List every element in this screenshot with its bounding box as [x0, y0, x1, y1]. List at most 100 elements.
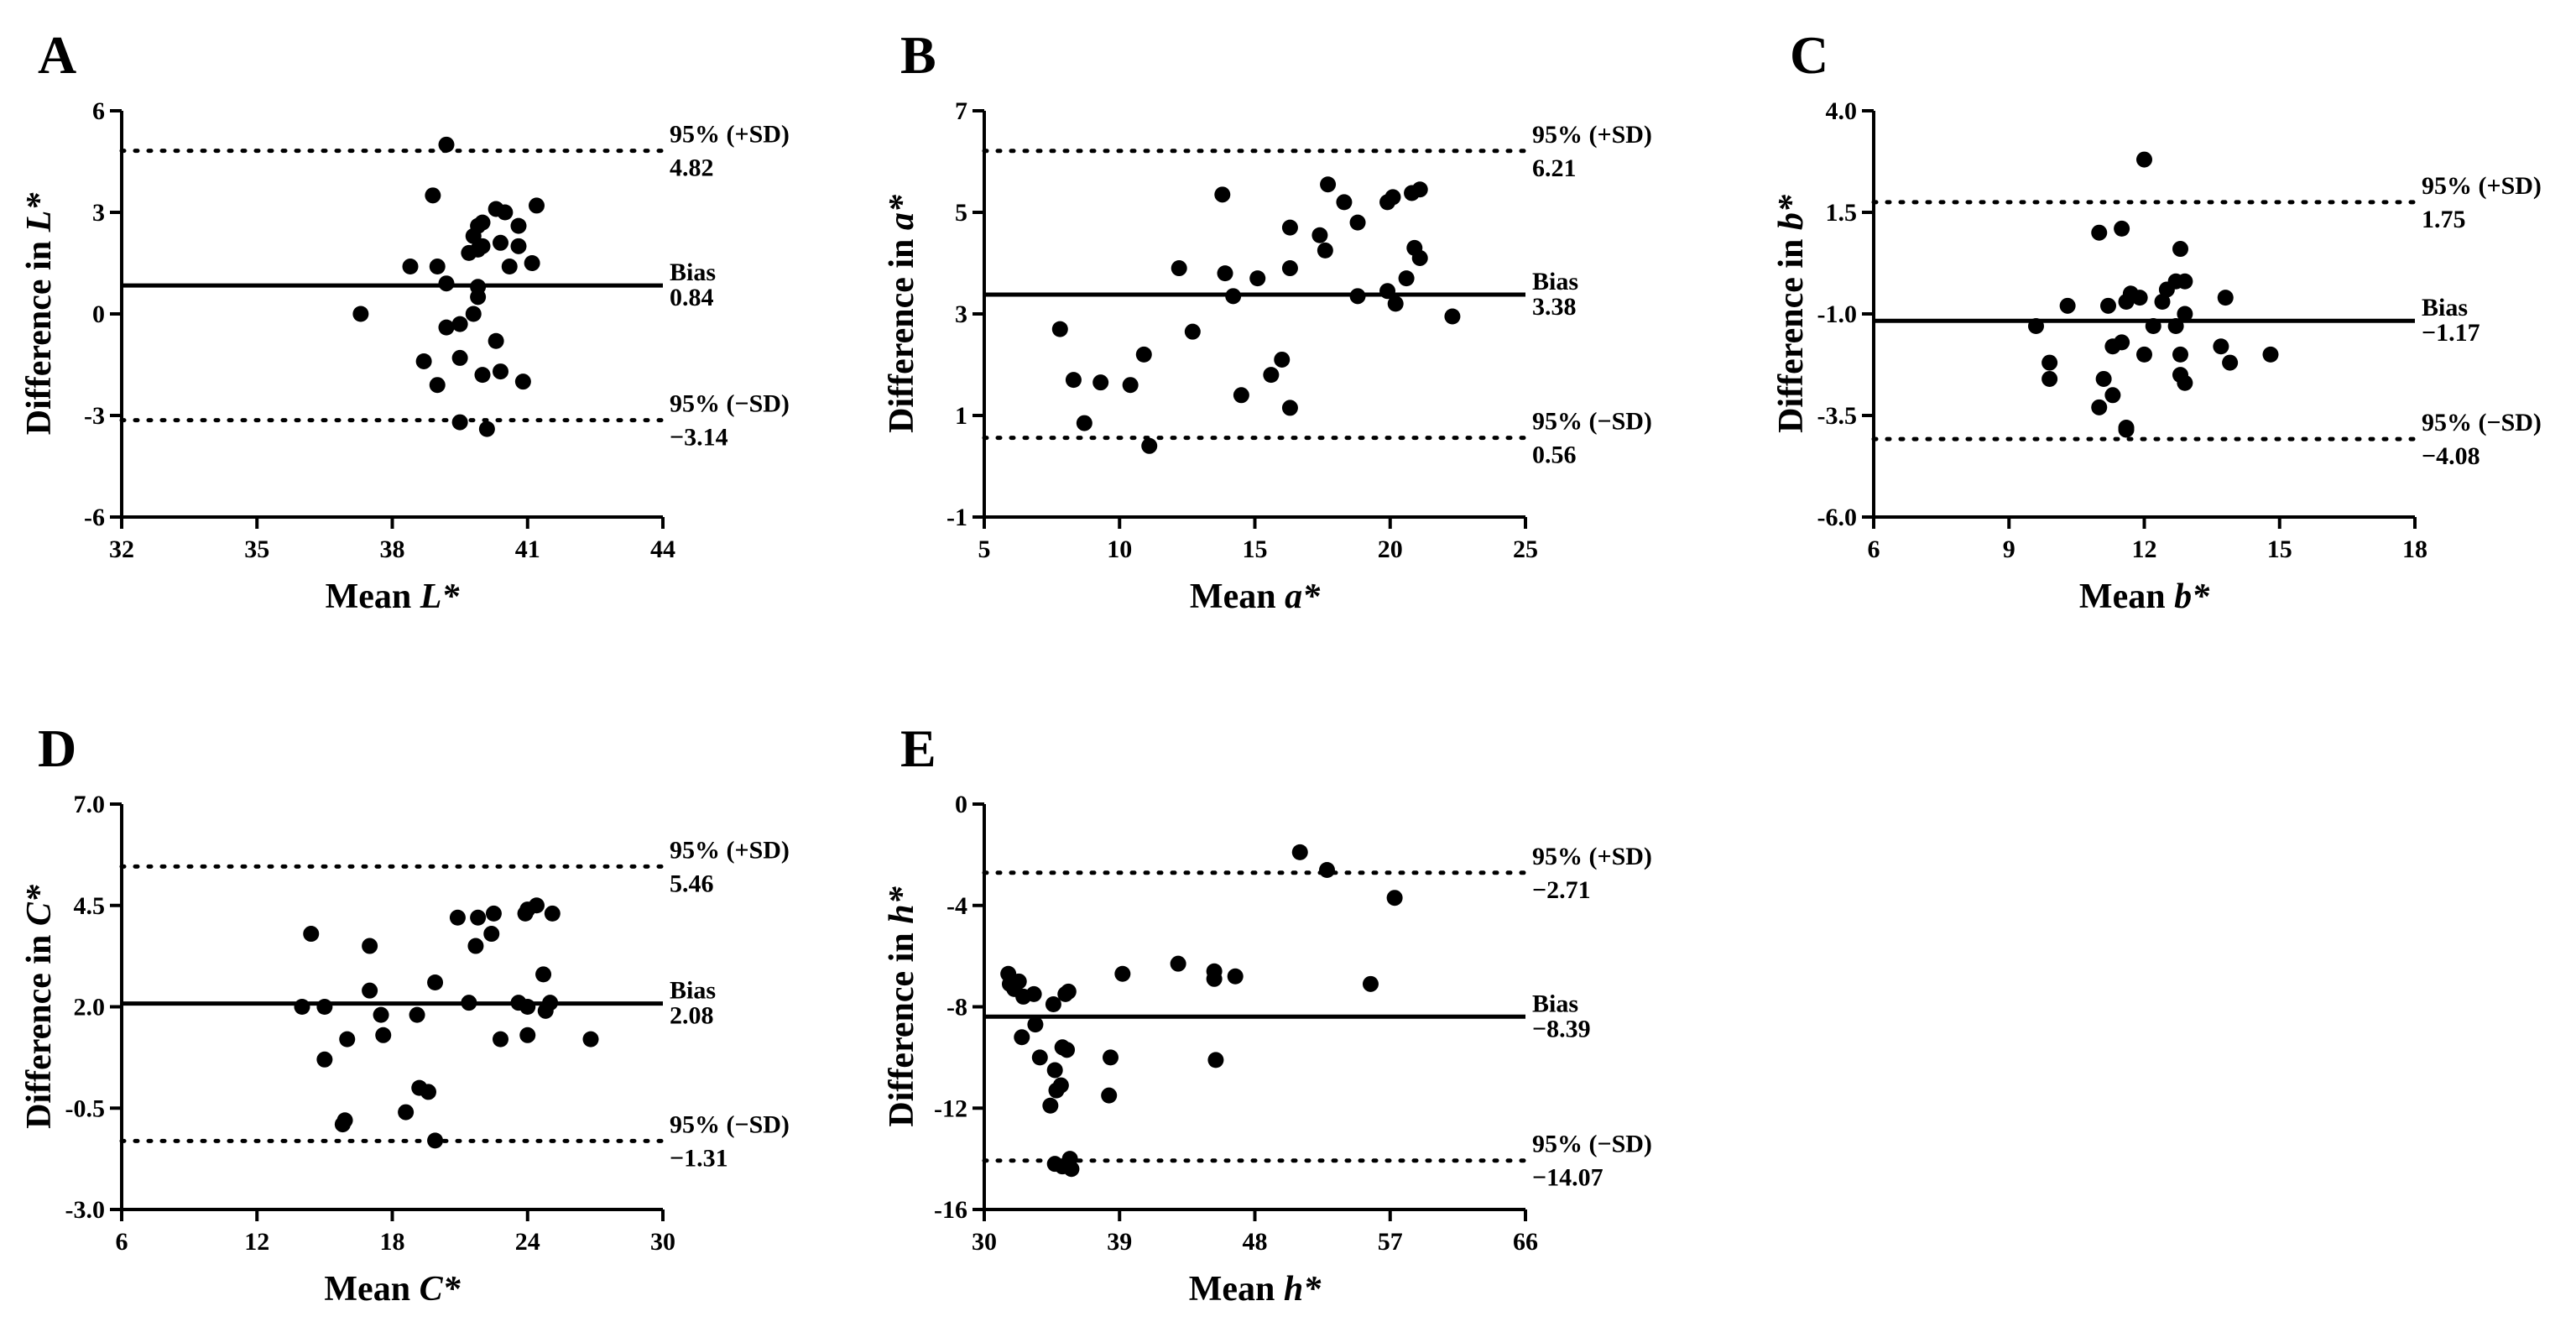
data-point: [409, 1006, 425, 1023]
x-axis-label: Mean b*: [2079, 577, 2210, 616]
x-tick-label: 35: [244, 536, 269, 563]
data-point: [1065, 372, 1082, 389]
data-point: [470, 289, 487, 306]
y-axis-label-variable: L*: [20, 192, 59, 233]
data-point: [529, 197, 545, 214]
x-tick-label: 48: [1243, 1228, 1268, 1256]
data-point: [438, 319, 455, 336]
bias-label: Bias: [1532, 990, 1578, 1017]
x-axis-label-prefix: Mean: [1189, 1270, 1284, 1309]
x-axis-label-variable: h*: [1284, 1270, 1322, 1309]
data-point: [2136, 151, 2152, 168]
y-axis-label-variable: h*: [883, 886, 921, 923]
data-point: [467, 938, 484, 954]
data-point: [483, 926, 500, 943]
data-point: [1336, 194, 1353, 211]
data-point: [2213, 338, 2229, 355]
data-point: [519, 901, 536, 918]
y-axis-label: Difference in C*: [20, 884, 59, 1129]
data-point: [1046, 1062, 1063, 1079]
data-point: [420, 1084, 436, 1100]
bias-label: Bias: [670, 977, 716, 1005]
data-point: [478, 421, 495, 437]
lower-limit-value: −4.08: [2422, 442, 2480, 470]
y-tick-label: 2.0: [74, 994, 106, 1021]
data-point: [2222, 354, 2239, 371]
data-point: [2042, 370, 2058, 387]
data-point: [1207, 1052, 1224, 1068]
y-tick-label: 1.5: [1826, 199, 1858, 227]
data-point: [1319, 861, 1335, 878]
upper-limit-label: 95% (+SD): [1532, 121, 1652, 149]
x-tick-label: 6: [116, 1228, 128, 1256]
y-tick-label: -3.5: [1817, 402, 1858, 430]
x-tick-label: 66: [1513, 1228, 1538, 1256]
data-point: [1025, 985, 1042, 1002]
data-point: [427, 974, 444, 991]
x-tick-label: 44: [650, 536, 675, 563]
data-point: [1051, 321, 1068, 337]
data-point: [438, 136, 455, 153]
data-point: [1233, 387, 1249, 404]
x-tick-label: 12: [244, 1228, 269, 1256]
data-point: [1281, 400, 1298, 416]
data-point: [2177, 306, 2193, 322]
data-point: [544, 905, 561, 922]
lower-limit-value: 0.56: [1532, 441, 1577, 469]
data-point: [1386, 890, 1403, 906]
data-point: [474, 367, 491, 384]
x-axis-label-prefix: Mean: [2079, 577, 2174, 616]
data-point: [1057, 985, 1074, 1002]
data-point: [1249, 270, 1266, 287]
x-axis-label-prefix: Mean: [1190, 577, 1285, 616]
upper-limit-label: 95% (+SD): [1532, 843, 1652, 870]
data-point: [493, 1031, 508, 1047]
panel-label: E: [900, 718, 936, 778]
data-point: [362, 982, 378, 999]
y-tick-label: 6: [92, 97, 105, 125]
data-point: [1206, 970, 1223, 987]
y-axis-label-variable: b*: [1772, 194, 1811, 230]
data-point: [582, 1031, 599, 1047]
data-point: [2042, 354, 2058, 371]
data-point: [1263, 367, 1280, 384]
data-point: [373, 1006, 389, 1023]
data-point: [2172, 346, 2188, 363]
y-tick-label: 4.0: [1826, 97, 1858, 125]
y-axis-label-variable: C*: [20, 884, 59, 926]
data-point: [402, 259, 419, 275]
x-axis-label-prefix: Mean: [326, 577, 420, 616]
data-point: [1170, 955, 1186, 972]
y-tick-label: 0: [92, 300, 105, 328]
x-axis-label: Mean C*: [324, 1270, 461, 1309]
data-point: [465, 306, 482, 322]
y-tick-label: -1.0: [1817, 300, 1858, 328]
data-point: [1411, 249, 1428, 266]
data-point: [2118, 293, 2135, 310]
bias-value: −8.39: [1532, 1015, 1591, 1042]
data-point: [451, 414, 468, 431]
x-tick-label: 12: [2132, 536, 2157, 563]
data-point: [1171, 260, 1187, 277]
x-tick-label: 38: [380, 536, 405, 563]
data-point: [2104, 338, 2121, 355]
data-point: [485, 905, 502, 922]
y-tick-label: -0.5: [65, 1095, 106, 1122]
data-point: [1362, 975, 1379, 992]
y-tick-label: -1: [946, 504, 967, 531]
data-point: [398, 1104, 415, 1121]
data-point: [1031, 1049, 1048, 1066]
data-point: [303, 926, 320, 943]
bias-value: 2.08: [670, 1002, 714, 1030]
x-axis-label-variable: L*: [420, 577, 461, 616]
y-tick-label: 4.5: [74, 892, 106, 920]
y-axis-label: Difference in b*: [1772, 194, 1811, 433]
panel-label: A: [38, 25, 76, 85]
x-tick-label: 5: [978, 536, 991, 563]
x-tick-label: 20: [1378, 536, 1403, 563]
x-axis-label-prefix: Mean: [324, 1270, 419, 1309]
data-point: [1281, 219, 1298, 236]
data-point: [1042, 1097, 1059, 1114]
data-point: [1444, 308, 1461, 325]
